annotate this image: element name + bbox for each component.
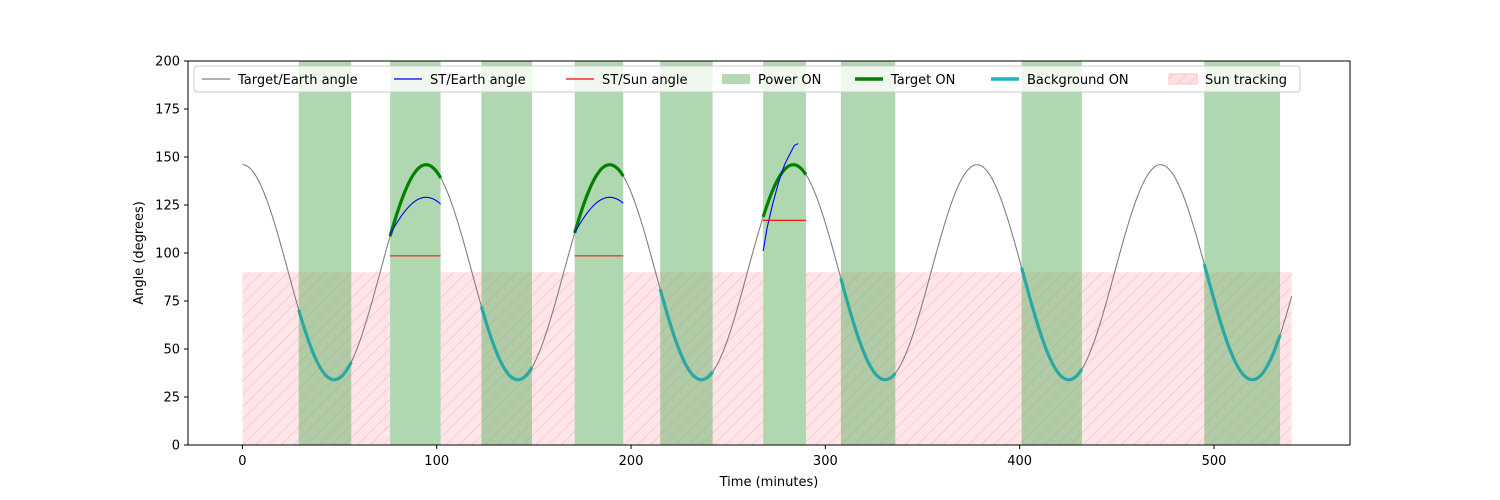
legend-hatch-swatch [1169, 74, 1197, 84]
x-tick-label: 200 [619, 454, 644, 469]
legend-label: Power ON [758, 73, 821, 88]
target-on-segment [573, 163, 625, 234]
target-on-segment [761, 163, 808, 218]
legend-label: Background ON [1027, 73, 1129, 88]
legend-entry: Target ON [855, 73, 955, 88]
y-axis-label: Angle (degrees) [132, 201, 147, 305]
legend-label: ST/Sun angle [602, 73, 688, 88]
background-on-segment [1020, 267, 1084, 382]
y-tick-label: 100 [155, 247, 180, 262]
x-axis-label: Time (minutes) [719, 475, 819, 490]
power-on-band [840, 61, 896, 445]
legend-entry: ST/Sun angle [566, 73, 688, 88]
background-on-segment [839, 278, 897, 382]
power-on-band [1204, 61, 1281, 445]
st-earth-angle-line [762, 143, 799, 252]
background-on-segment [1202, 263, 1282, 382]
power-on-band [1021, 61, 1082, 445]
power-on-band [763, 61, 806, 445]
x-tick-label: 500 [1202, 454, 1227, 469]
plot-series-layer [242, 143, 1293, 382]
power-on-band [574, 61, 624, 445]
y-tick-label: 50 [163, 343, 180, 358]
y-tick-label: 150 [155, 151, 180, 166]
plot-background-layer [242, 61, 1292, 445]
x-tick-label: 0 [238, 454, 246, 469]
target-on-segment [388, 163, 442, 237]
background-on-segment [658, 288, 714, 382]
st-earth-angle-line [389, 196, 441, 235]
legend: Target/Earth angle ST/Earth angle ST/Sun a… [193, 65, 1301, 93]
legend-entry: ST/Earth angle [394, 73, 526, 88]
x-tick-label: 400 [1007, 454, 1032, 469]
axes-layer: 0 100 200 300 400 500 0 25 50 75 100 125 150 175 200 [155, 55, 1226, 470]
background-on-segment [479, 305, 534, 382]
legend-entry: Power ON [722, 73, 821, 88]
power-on-band [660, 61, 713, 445]
y-tick-label: 175 [155, 103, 180, 118]
y-tick-label: 200 [155, 55, 180, 70]
legend-entry: Sun tracking [1168, 73, 1287, 88]
legend-patch-swatch [722, 74, 750, 84]
st-earth-angle-line [574, 196, 624, 233]
power-on-band [390, 61, 441, 445]
legend-label: Sun tracking [1205, 73, 1287, 88]
y-tick-label: 0 [172, 439, 180, 454]
power-on-band [298, 61, 352, 445]
y-tick-label: 25 [163, 391, 180, 406]
x-tick-label: 100 [424, 454, 449, 469]
legend-label: Target ON [890, 73, 955, 88]
legend-label: Target/Earth angle [237, 73, 358, 88]
y-tick-label: 75 [163, 295, 180, 310]
legend-entry: Target/Earth angle [202, 73, 358, 88]
background-on-segment [297, 309, 353, 382]
x-tick-label: 300 [813, 454, 838, 469]
y-tick-label: 125 [155, 199, 180, 214]
power-on-band [481, 61, 532, 445]
legend-entry: Background ON [991, 73, 1129, 88]
legend-label: ST/Earth angle [430, 73, 526, 88]
